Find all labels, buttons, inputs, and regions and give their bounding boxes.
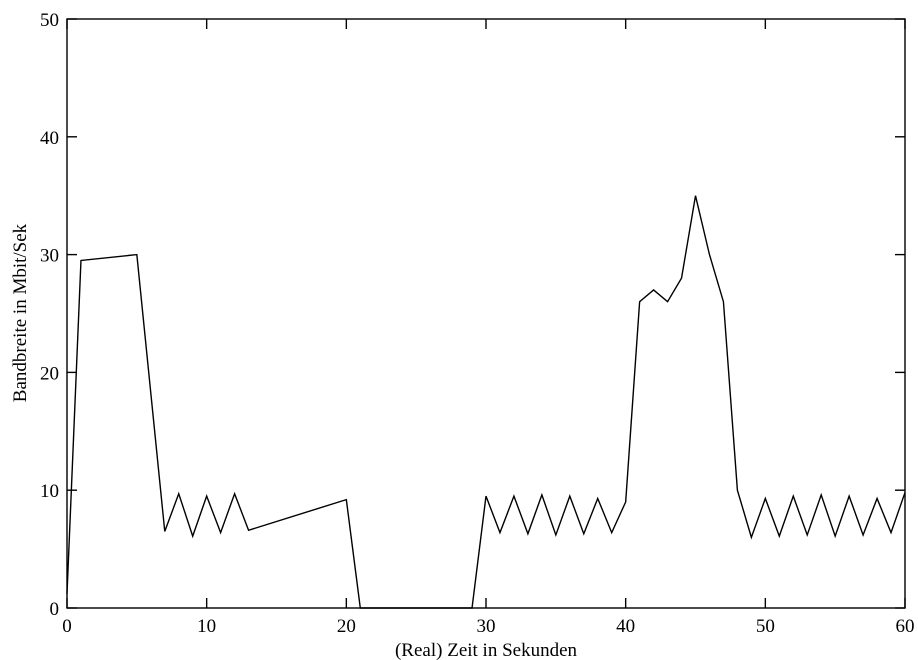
- x-axis-label: (Real) Zeit in Sekunden: [395, 640, 578, 660]
- y-tick-label: 40: [40, 128, 59, 149]
- plot-frame: [66, 18, 906, 609]
- y-tick-label: 0: [50, 599, 60, 620]
- y-tick-label: 10: [40, 481, 59, 502]
- series-line: [66, 195, 906, 609]
- x-tick-label: 20: [337, 616, 356, 637]
- y-tick-labels: 0 10 20 30 40 50: [40, 10, 59, 620]
- x-tick-labels: 0 10 20 30 40 50 60: [62, 616, 914, 637]
- x-tick-label: 30: [477, 616, 496, 637]
- x-tick-label: 10: [197, 616, 216, 637]
- x-tick-label: 40: [616, 616, 635, 637]
- y-tick-label: 20: [40, 363, 59, 384]
- y-tick-label: 50: [40, 10, 59, 31]
- x-ticks: [66, 19, 906, 608]
- y-ticks: [67, 18, 905, 609]
- y-tick-label: 30: [40, 246, 59, 267]
- x-tick-label: 50: [756, 616, 775, 637]
- x-tick-label: 0: [62, 616, 72, 637]
- y-axis-label: Bandbreite in Mbit/Sek: [10, 223, 31, 402]
- x-tick-label: 60: [896, 616, 915, 637]
